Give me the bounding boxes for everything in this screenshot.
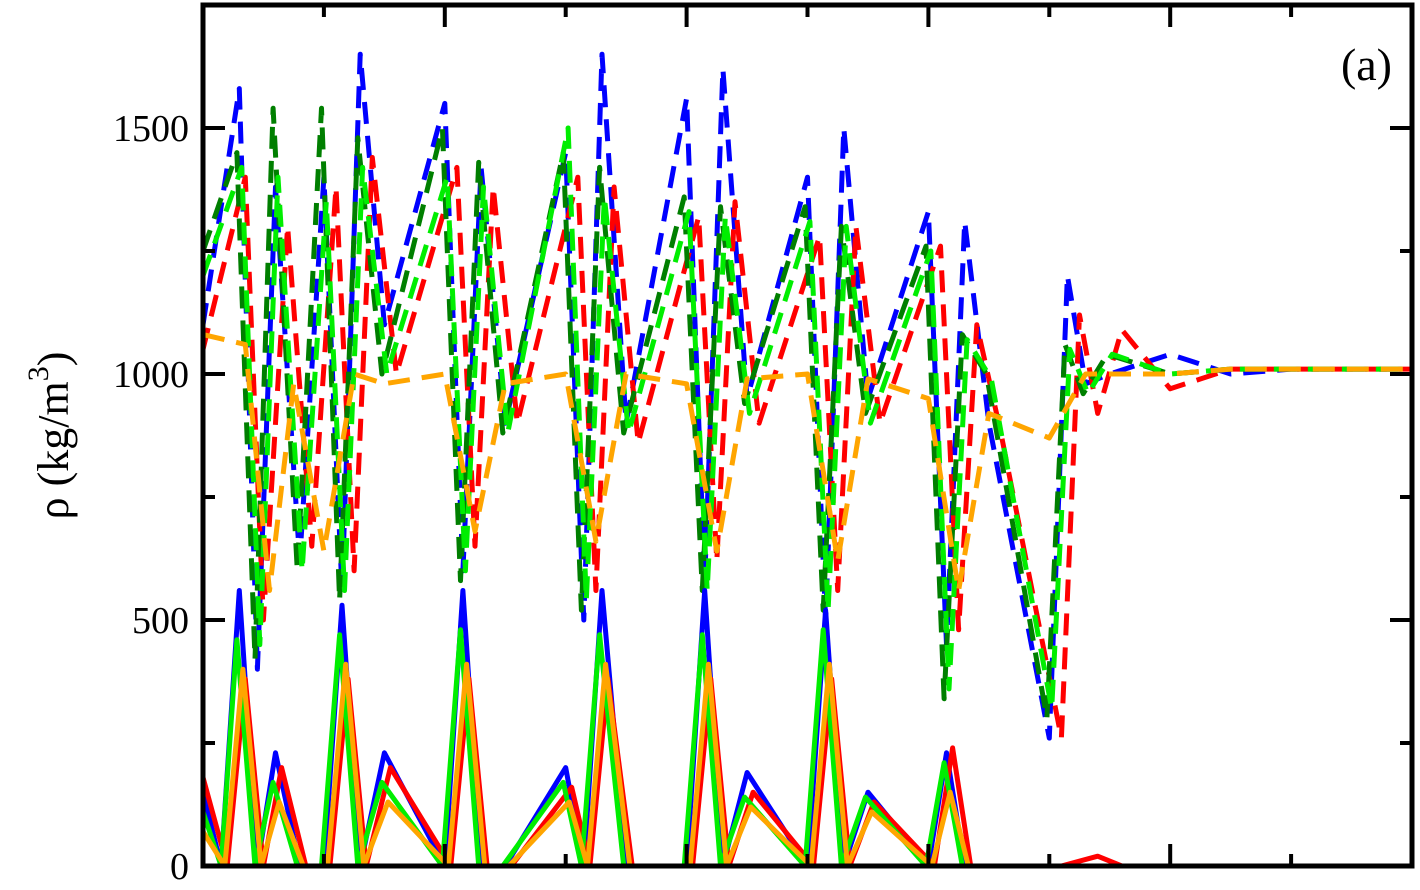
series-line-solid-orange (203, 661, 1412, 866)
series-line-dashed-orange (203, 332, 1412, 593)
series-line-solid-green (203, 627, 1412, 866)
y-tick-label: 500 (132, 600, 189, 642)
plot-frame (200, 2, 1415, 869)
y-tick-label: 1000 (113, 354, 189, 396)
tick-layer: 0 500 1000 1500 (113, 3, 1414, 888)
y-tick-label: 1500 (113, 108, 189, 150)
panel-label: (a) (1341, 39, 1392, 90)
series-line-dashed-blue (203, 51, 1412, 741)
y-axis-title-text: ρ (kg/m3) (22, 352, 78, 520)
y-tick-label: 0 (170, 846, 189, 888)
series-line-dashed-green (203, 125, 1412, 712)
series-layer (203, 51, 1412, 866)
y-axis-title: ρ (kg/m3) (22, 352, 78, 520)
series-line-dashed-red (203, 155, 1412, 741)
